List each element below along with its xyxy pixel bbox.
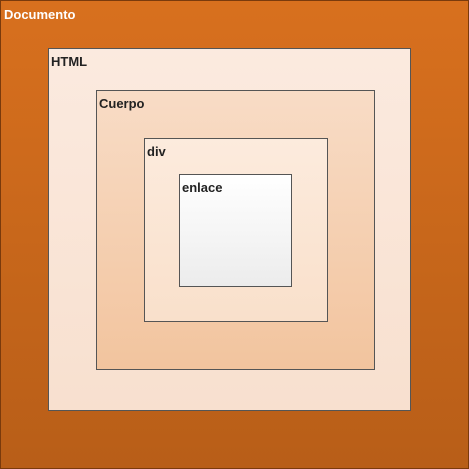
div-box: div enlace [144,138,328,322]
body-box: Cuerpo div enlace [96,90,375,370]
html-label: HTML [51,54,88,69]
html-box: HTML Cuerpo div enlace [48,48,411,411]
body-label: Cuerpo [99,96,145,111]
link-box: enlace [179,174,292,287]
div-label: div [147,144,166,159]
link-label: enlace [182,180,223,195]
document-label: Documento [4,7,76,22]
